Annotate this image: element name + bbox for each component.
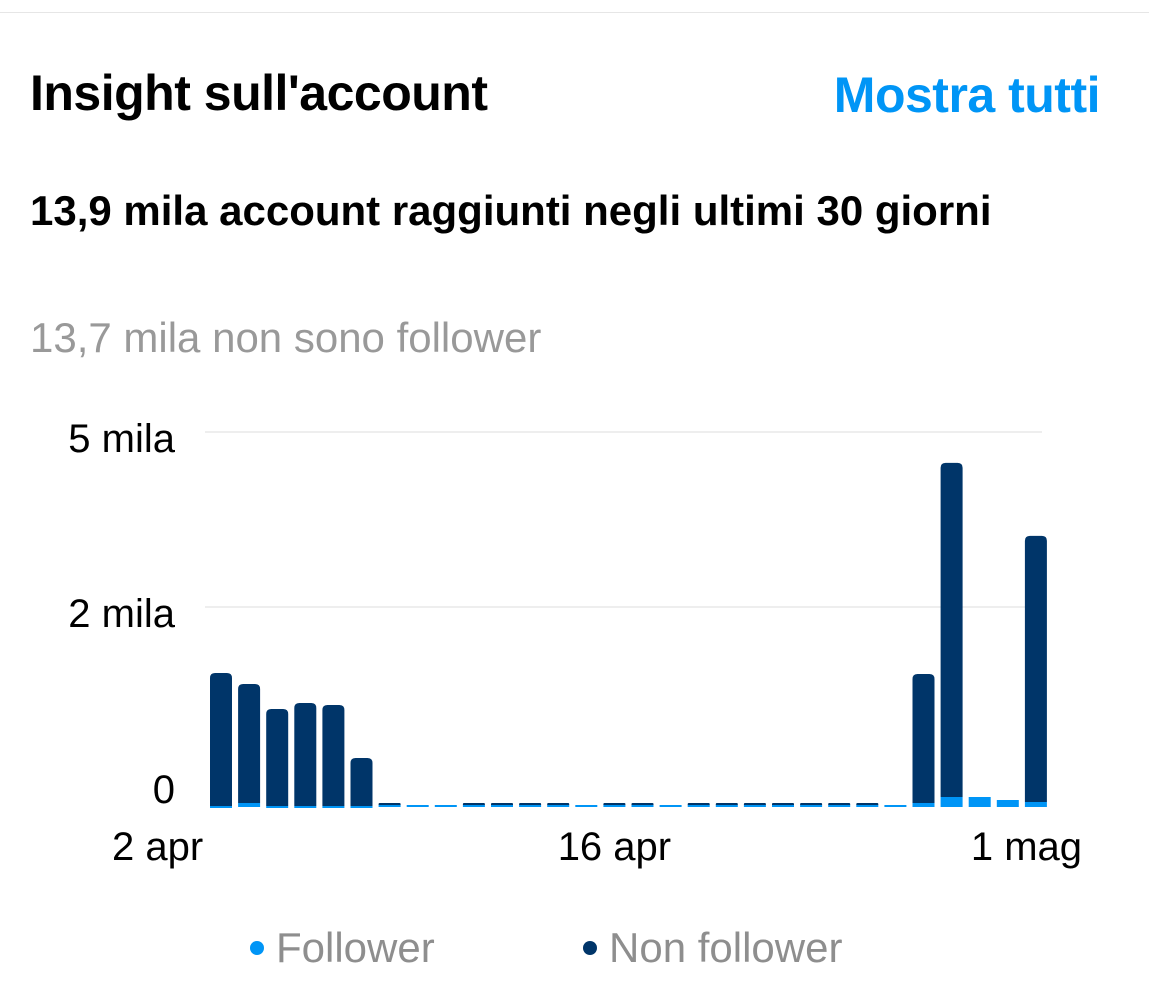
bar-non-follower <box>743 803 766 805</box>
bar-follower <box>519 805 542 807</box>
bar-non-follower <box>519 803 542 805</box>
bar-follower <box>575 805 598 807</box>
follower-dot-icon <box>250 941 264 955</box>
bar-follower <box>378 805 401 807</box>
bar-follower <box>828 805 851 807</box>
bar-follower <box>968 797 991 807</box>
bar-follower <box>1024 802 1047 807</box>
bar-non-follower <box>462 803 485 805</box>
bar-non-follower <box>912 674 935 803</box>
section-title: Insight sull'account <box>30 65 488 121</box>
bar-follower <box>912 803 935 807</box>
bar-follower <box>491 805 513 807</box>
bar-follower <box>884 805 907 807</box>
bar-follower <box>856 805 879 807</box>
bar-non-follower <box>1024 535 1047 802</box>
bar-follower <box>772 805 794 807</box>
legend-item-non-follower: Non follower <box>583 924 842 972</box>
bar-non-follower <box>687 803 710 805</box>
bar-follower <box>687 805 710 807</box>
bar-follower <box>631 805 654 807</box>
x-tick-label: 16 apr <box>558 825 671 869</box>
y-tick-label: 0 <box>153 768 175 812</box>
bar-follower <box>434 805 457 807</box>
bar-follower <box>406 805 429 807</box>
bar-follower <box>800 805 823 807</box>
bar-non-follower <box>266 709 289 806</box>
bar-follower <box>996 800 1019 807</box>
x-tick-label: 1 mag <box>971 825 1082 869</box>
bar-follower <box>547 805 570 807</box>
bar-follower <box>322 806 345 808</box>
bar-non-follower <box>210 673 232 806</box>
y-tick-label: 5 mila <box>68 417 175 461</box>
bar-follower <box>603 805 626 807</box>
bar-follower <box>940 797 963 807</box>
x-tick-label: 2 apr <box>112 825 203 869</box>
y-tick-label: 2 mila <box>68 592 175 636</box>
bar-non-follower <box>800 803 823 805</box>
top-divider <box>0 12 1149 13</box>
bar-non-follower <box>350 758 373 806</box>
bar-non-follower <box>603 803 626 805</box>
bar-follower <box>266 806 289 808</box>
bar-non-follower <box>294 703 317 806</box>
bar-non-follower <box>828 803 851 805</box>
non-follower-dot-icon <box>583 941 597 955</box>
bar-non-follower <box>491 803 513 805</box>
bar-non-follower <box>772 803 794 805</box>
legend-label: Follower <box>276 924 435 971</box>
bar-follower <box>715 805 738 807</box>
bar-follower <box>350 806 373 808</box>
bar-follower <box>659 805 682 807</box>
bar-non-follower <box>940 462 963 797</box>
bar-follower <box>743 805 766 807</box>
legend-label: Non follower <box>609 924 843 971</box>
bar-non-follower <box>238 684 261 803</box>
bar-non-follower <box>631 803 654 805</box>
show-all-link[interactable]: Mostra tutti <box>833 67 1101 123</box>
bar-follower <box>210 806 232 808</box>
non-follower-subtext: 13,7 mila non sono follower <box>30 314 542 361</box>
bar-non-follower <box>547 803 570 805</box>
bar-non-follower <box>715 803 738 805</box>
bar-follower <box>462 805 485 807</box>
bar-follower <box>294 806 317 808</box>
bar-non-follower <box>378 803 401 805</box>
legend-item-follower: Follower <box>250 924 435 972</box>
bar-non-follower <box>322 705 345 806</box>
bar-follower <box>238 803 261 807</box>
bar-non-follower <box>856 803 879 805</box>
reach-bar-chart: 0 2 mila 5 mila 2 apr 16 apr 1 mag <box>68 417 1082 869</box>
accounts-reached-headline: 13,9 mila account raggiunti negli ultimi… <box>30 187 992 234</box>
